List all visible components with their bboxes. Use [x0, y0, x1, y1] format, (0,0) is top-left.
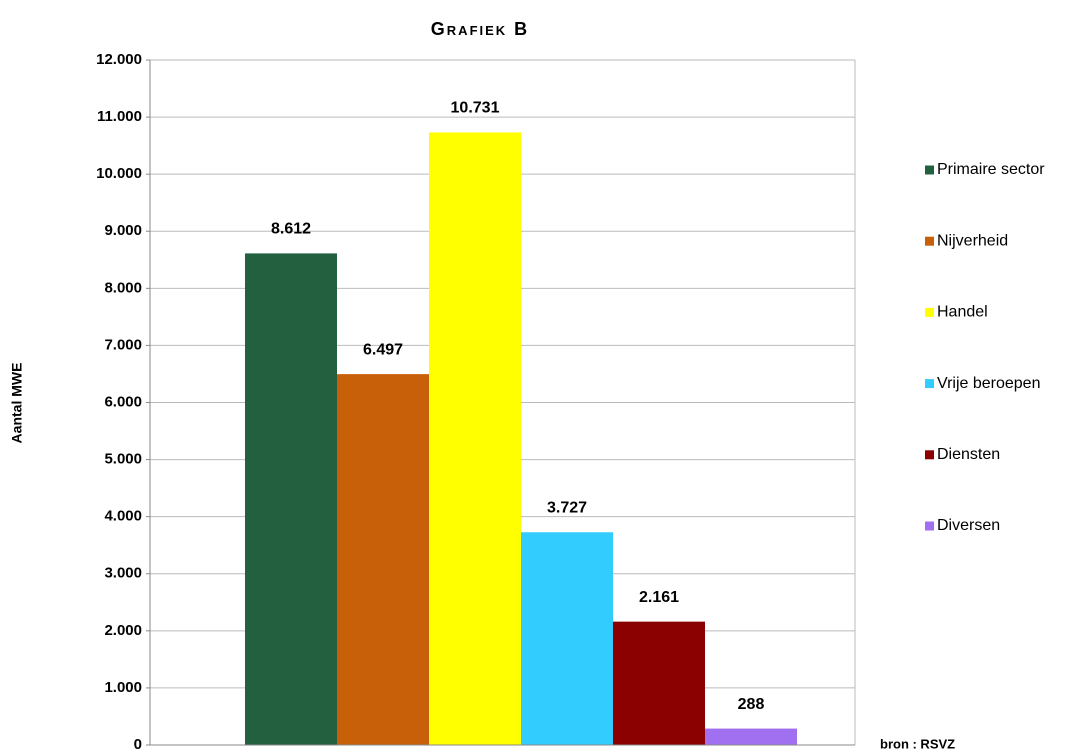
- data-label: 2.161: [639, 589, 679, 606]
- y-tick-label: 5.000: [104, 451, 142, 468]
- y-tick-label: 8.000: [104, 279, 142, 296]
- bar: [429, 132, 521, 746]
- bar: [613, 621, 705, 745]
- legend-swatch: [925, 450, 934, 460]
- legend-label: Vrije beroepen: [937, 375, 1040, 392]
- legend-label: Handel: [937, 304, 988, 321]
- data-label: 10.731: [451, 100, 500, 117]
- bar: [245, 253, 337, 746]
- y-tick-label: 10.000: [96, 165, 142, 182]
- source: bron : RSVZ: [880, 736, 955, 751]
- y-tick-label: 3.000: [104, 565, 142, 582]
- legend-label: Diversen: [937, 517, 1000, 534]
- y-tick-label: 6.000: [104, 393, 142, 410]
- legend-label: Primaire sector: [937, 161, 1045, 178]
- y-tick-label: 12.000: [96, 51, 142, 68]
- data-label: 288: [738, 696, 765, 713]
- y-tick-label: 9.000: [104, 222, 142, 239]
- data-label: 3.727: [547, 499, 587, 516]
- data-label: 6.497: [363, 341, 403, 358]
- y-tick-label: 1.000: [104, 679, 142, 696]
- y-axis-label: Aantal MWE: [9, 363, 25, 444]
- bar: [521, 532, 613, 745]
- y-tick-label: 0: [134, 736, 142, 753]
- legend-swatch: [925, 379, 934, 389]
- legend-label: Nijverheid: [937, 232, 1008, 249]
- legend-swatch: [925, 307, 934, 317]
- chart-title: Grafiek B: [431, 19, 529, 39]
- bar: [705, 728, 797, 745]
- legend-swatch: [925, 236, 934, 246]
- y-tick-label: 2.000: [104, 622, 142, 639]
- y-tick-label: 7.000: [104, 336, 142, 353]
- y-tick-label: 11.000: [97, 108, 142, 125]
- y-tick-label: 4.000: [104, 508, 142, 525]
- legend-swatch: [925, 165, 934, 175]
- bar: [337, 374, 429, 745]
- data-label: 8.612: [271, 221, 311, 238]
- legend-swatch: [925, 521, 934, 531]
- legend-label: Diensten: [937, 446, 1000, 463]
